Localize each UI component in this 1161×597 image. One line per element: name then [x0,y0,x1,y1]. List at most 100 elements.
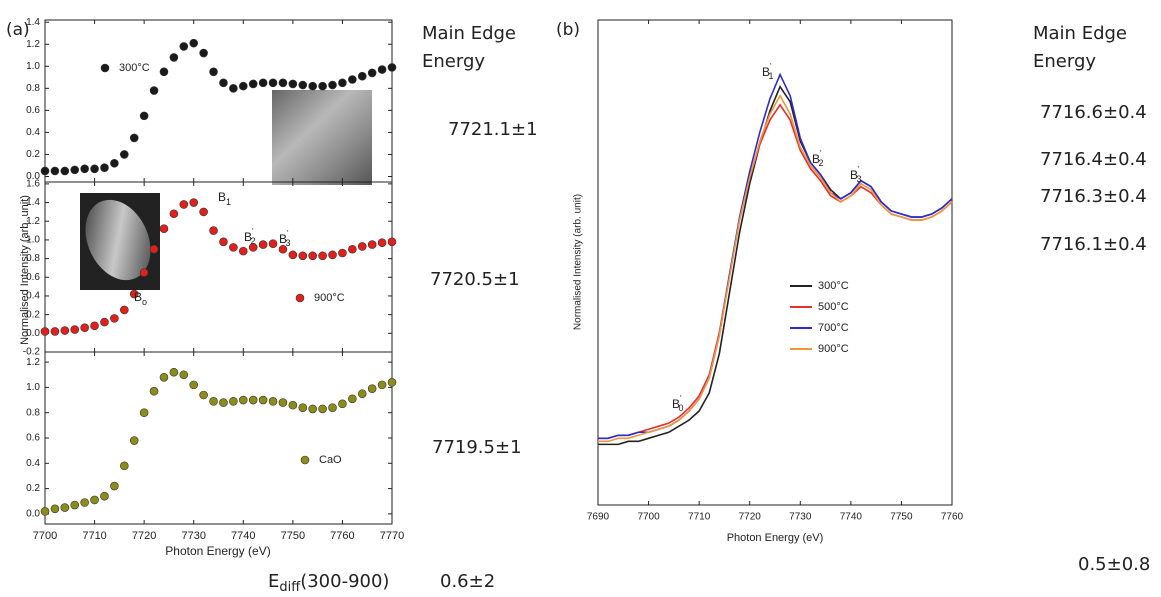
legend-label: 700°C [818,322,849,334]
inset-particle [85,199,151,281]
data-point [348,394,357,404]
data-point [298,80,308,90]
x-axis-label: Photon Energy (eV) [727,532,824,544]
x-tick-label: 7760 [941,512,964,523]
y-tick-label: 0.8 [26,253,40,264]
data-point [258,240,268,249]
y-tick-label: -0.2 [23,347,41,358]
legend-marker [100,63,110,73]
data-point [268,397,278,406]
energy-value: 7720.5±1 [430,269,520,290]
annotation: B' 1 [762,62,774,81]
x-tick-label: 7710 [688,512,711,523]
data-point [318,251,327,261]
data-point [308,251,317,261]
legend-label: 300°C [818,280,849,292]
data-point [308,404,317,414]
data-point [129,289,139,299]
legend-marker [300,455,310,465]
data-point [169,53,179,62]
diff-value: 0.6±2 [440,571,495,592]
data-point [219,237,228,247]
energy-value: 7716.1±0.4 [1040,234,1147,255]
y-tick-label: 1.4 [26,17,40,28]
data-point [149,386,159,396]
legend-label: CaO [319,454,342,466]
annotation: B' 2 [244,227,256,246]
energy-value: 7716.4±0.4 [1040,149,1147,170]
y-tick-label: 0.8 [26,83,40,94]
data-point [298,251,308,261]
y-tick-label: 0.6 [26,433,40,444]
x-tick-label: 7770 [380,530,404,542]
data-point [120,305,129,315]
data-point [318,404,327,414]
data-point [248,79,258,89]
x-tick-label: 7750 [281,530,305,542]
data-point [258,78,268,88]
data-point [229,243,238,252]
y-tick-label: 1.6 [26,179,40,190]
data-point [129,436,139,445]
data-point [159,67,169,77]
data-point [209,226,218,235]
annotation: B' 3 [279,229,291,248]
data-point [90,495,99,505]
data-point [159,224,169,234]
x-tick-label: 7710 [82,530,106,542]
data-point [179,42,189,51]
data-point [377,65,387,74]
table-header: Main Edge [422,23,516,44]
data-point [199,390,208,400]
energy-value: 7721.1±1 [448,119,538,140]
y-tick-label: 0.0 [26,509,40,520]
x-tick-label: 7700 [637,512,660,523]
data-point [70,165,80,175]
data-point [169,367,179,377]
x-tick-label: 7740 [231,530,255,542]
panel-label: (b) [556,20,580,40]
data-point [278,398,288,407]
data-point [288,400,298,410]
x-tick-label: 7750 [890,512,913,523]
data-point [328,250,337,260]
data-point [50,504,60,514]
annotation: B' 2 [812,149,824,168]
x-tick-label: 7760 [330,530,354,542]
y-axis-label: Normalised Intensity (arb. unit) [573,194,584,330]
data-line [598,85,953,446]
data-point [149,244,159,254]
plot-frame [597,19,953,506]
data-point [120,150,129,159]
y-tick-label: 1.2 [26,357,40,368]
x-tick-label: 7730 [181,530,205,542]
y-tick-label: 0.4 [26,127,40,138]
y-tick-label: 0.4 [26,458,40,469]
y-tick-label: 0.6 [26,272,40,283]
data-point [60,166,70,176]
data-point [238,395,248,405]
data-point [80,164,89,174]
inset-micrograph [272,90,372,185]
y-tick-label: 1.0 [26,61,40,72]
table-header: Energy [1033,51,1096,72]
data-point [90,164,99,174]
y-tick-label: 0.8 [26,407,40,418]
data-point [110,158,119,168]
data-point [139,408,149,418]
data-point [238,81,248,91]
data-point [209,67,218,77]
data-point [248,395,258,405]
data-point [60,503,70,512]
data-point [90,321,99,331]
data-point [179,370,189,380]
data-point [80,323,89,333]
data-line [598,103,953,440]
data-point [338,399,347,409]
annotation: B' 3 [850,165,862,184]
legend-label: 500°C [818,301,849,313]
y-tick-label: 0.4 [26,291,40,302]
data-point [209,397,218,406]
data-line [598,72,953,440]
